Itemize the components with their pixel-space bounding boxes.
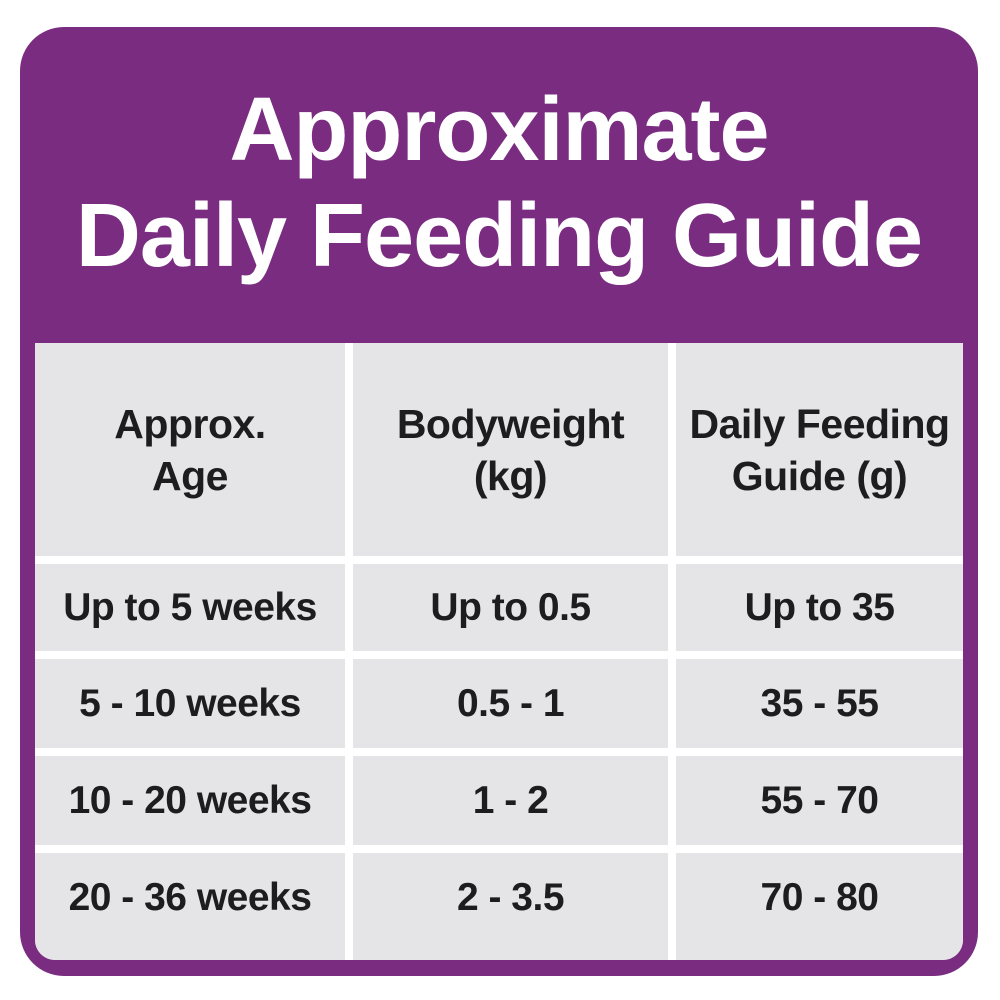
page-title: Approximate Daily Feeding Guide [20,77,978,289]
table-cell-weight-row2: 0.5 - 1 [353,659,668,748]
table-cell-age-row1: Up to 5 weeks [35,564,345,651]
table-cell-guide-row3: 55 - 70 [676,756,963,845]
table-cell-age-row3: 10 - 20 weeks [35,756,345,845]
header-cell-daily-feeding-guide: Daily Feeding Guide (g) [676,343,963,556]
table-cell-guide-row4: 70 - 80 [676,853,963,960]
header-cell-approx-age: Approx. Age [35,343,345,556]
table-cell-weight-row1: Up to 0.5 [353,564,668,651]
table-cell-age-row2: 5 - 10 weeks [35,659,345,748]
table-cell-weight-row3: 1 - 2 [353,756,668,845]
header-cell-bodyweight: Bodyweight (kg) [353,343,668,556]
feeding-guide-card: Approximate Daily Feeding Guide Approx. … [20,27,978,976]
table-cell-guide-row1: Up to 35 [676,564,963,651]
title-line-1: Approximate [229,80,769,180]
table-cell-guide-row2: 35 - 55 [676,659,963,748]
title-line-2: Daily Feeding Guide [75,186,923,286]
feeding-table: Approx. Age Bodyweight (kg) Daily Feedin… [35,343,963,960]
table-cell-weight-row4: 2 - 3.5 [353,853,668,960]
table-cell-age-row4: 20 - 36 weeks [35,853,345,960]
